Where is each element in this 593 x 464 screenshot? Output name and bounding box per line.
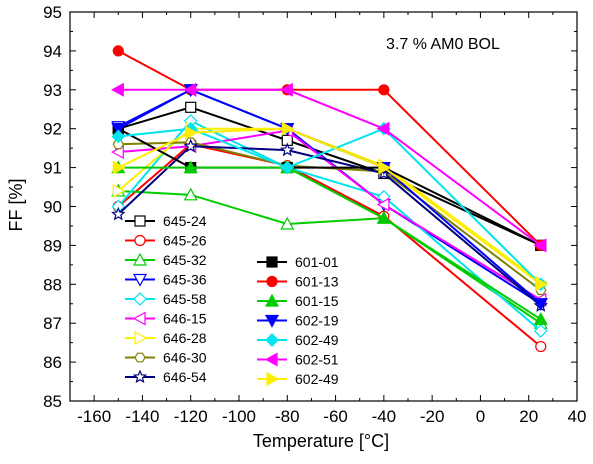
legend-marker: [266, 371, 280, 387]
data-point: [533, 298, 548, 312]
legend-label: 601-15: [295, 293, 339, 309]
data-point: [183, 187, 198, 201]
x-tick-label: -60: [323, 407, 348, 426]
data-point: [183, 138, 198, 153]
y-tick-label: 87: [43, 314, 62, 333]
legend-marker: [265, 333, 279, 347]
legend-label: 646-28: [163, 330, 207, 346]
data-point: [112, 45, 124, 57]
legend-label: 646-30: [163, 350, 207, 366]
legend-label: 646-15: [163, 311, 207, 327]
y-tick-label: 92: [43, 120, 62, 139]
legend-label: 645-24: [163, 213, 207, 229]
legend-label: 646-54: [163, 369, 207, 385]
data-point: [185, 125, 198, 140]
data-point: [376, 210, 391, 224]
legend-marker: [266, 275, 278, 288]
data-point: [533, 324, 548, 338]
data-point: [533, 312, 548, 325]
legend-label: 602-49: [295, 332, 339, 348]
legend-label: 645-36: [163, 272, 207, 288]
legend-label: 645-58: [163, 291, 207, 307]
x-axis-title: Temperature [°C]: [253, 431, 389, 451]
data-point: [183, 160, 198, 174]
legend-marker: [266, 256, 278, 268]
data-point: [280, 216, 295, 230]
legend-marker: [132, 252, 148, 266]
data-point: [183, 82, 197, 97]
legend-marker: [264, 293, 280, 307]
data-point: [111, 129, 126, 144]
legend-marker: [132, 369, 148, 384]
y-tick-label: 93: [43, 81, 62, 100]
legend-marker: [134, 215, 146, 227]
x-tick-label: 0: [476, 407, 485, 426]
legend-marker: [264, 314, 280, 328]
legend-label: 602-49: [295, 371, 339, 387]
data-point: [112, 183, 126, 198]
legend-marker: [134, 234, 146, 247]
y-tick-label: 89: [43, 236, 62, 255]
data-point: [111, 206, 126, 221]
y-tick-label: 95: [43, 3, 62, 22]
x-tick-label: 40: [568, 407, 587, 426]
data-point: [111, 82, 124, 97]
legend: 645-24 645-26 645-32 645-36 645-58 646-15 646-…: [125, 213, 339, 387]
legend-marker: [132, 273, 148, 287]
data-point: [111, 123, 126, 136]
y-tick-label: 88: [43, 275, 62, 294]
x-tick-label: -100: [222, 407, 256, 426]
y-tick-label: 94: [43, 42, 62, 61]
legend-label: 645-32: [163, 252, 207, 268]
legend-marker: [132, 311, 146, 326]
data-point: [535, 277, 549, 292]
legend-label: 602-19: [295, 313, 339, 329]
legend-marker: [264, 352, 278, 367]
data-point: [112, 160, 126, 175]
data-point: [281, 121, 295, 136]
x-tick-label: -140: [125, 407, 159, 426]
chart-annotation: 3.7 % AM0 BOL: [386, 36, 500, 53]
x-tick-label: -40: [372, 407, 397, 426]
legend-label: 602-51: [295, 352, 339, 368]
data-point: [378, 160, 392, 175]
legend-label: 645-26: [163, 233, 207, 249]
y-tick-label: 86: [43, 353, 62, 372]
y-tick-label: 85: [43, 392, 62, 411]
legend-label: 601-01: [295, 254, 339, 270]
data-point: [185, 101, 197, 113]
data-point: [376, 121, 390, 136]
data-point: [378, 84, 390, 96]
series-602-49: [112, 121, 549, 292]
data-point: [280, 142, 295, 157]
data-point: [376, 197, 390, 212]
legend-marker: [134, 352, 146, 363]
legend-label: 601-13: [295, 274, 339, 290]
data-point: [535, 340, 547, 353]
y-tick-label: 90: [43, 198, 62, 217]
y-tick-label: 91: [43, 159, 62, 178]
data-point: [280, 82, 293, 97]
x-tick-label: -160: [77, 407, 111, 426]
legend-marker: [133, 292, 147, 306]
x-tick-label: -80: [275, 407, 300, 426]
data-point: [533, 238, 547, 253]
x-tick-label: 20: [519, 407, 538, 426]
x-tick-label: -120: [174, 407, 208, 426]
series-602-51: [111, 82, 547, 253]
y-axis-title: FF [%]: [6, 179, 26, 232]
legend-marker: [134, 330, 148, 346]
data-point: [280, 160, 295, 175]
x-tick-label: -20: [420, 407, 445, 426]
